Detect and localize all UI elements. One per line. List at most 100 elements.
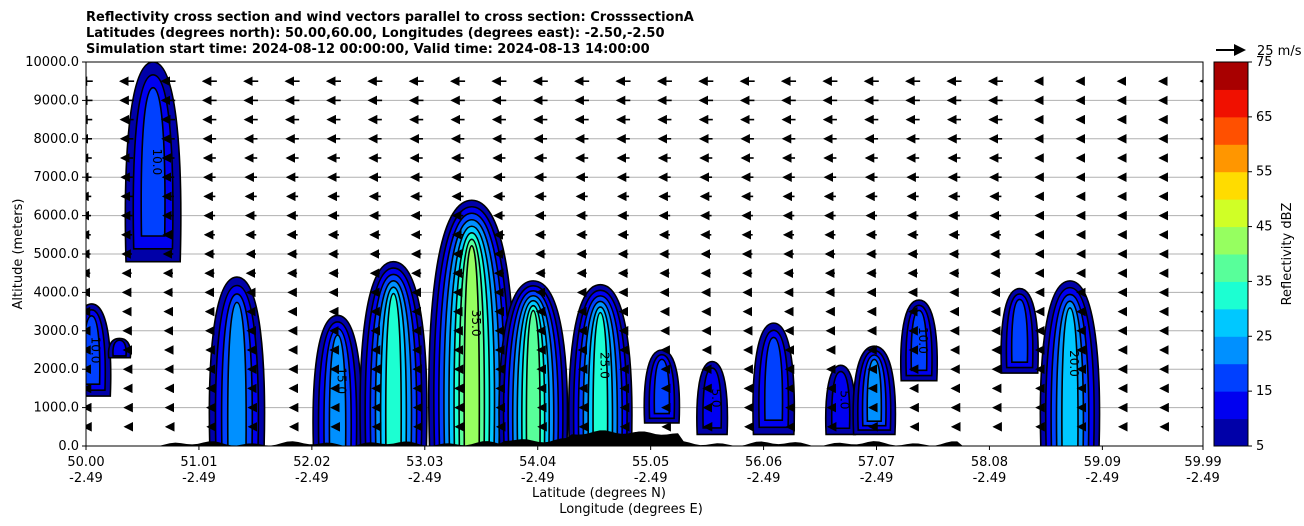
contour-level-10 — [112, 339, 127, 357]
colorbar-label: Reflectivity dBZ — [1280, 203, 1295, 306]
x-tick-label-lat: 53.03 — [406, 455, 443, 470]
x-tick-label-lat: 50.00 — [67, 455, 104, 470]
y-tick-label: 1000.0 — [34, 401, 80, 416]
y-tick-label: 0.0 — [58, 439, 79, 454]
x-tick-label-lon: -2.49 — [634, 471, 668, 486]
colorbar-segment — [1214, 62, 1248, 90]
colorbar-tick-label: 75 — [1256, 55, 1273, 70]
x-tick-label-lat: 54.04 — [519, 455, 556, 470]
x-tick-label-lon: -2.49 — [747, 471, 781, 486]
reflectivity-cell — [900, 299, 938, 382]
x-tick-label-lon: -2.49 — [521, 471, 555, 486]
reflectivity-cell — [852, 345, 897, 436]
colorbar-ticks: 5 15 25 35 45 55 65 75 — [1248, 55, 1273, 454]
y-tick-label: 2000.0 — [34, 362, 80, 377]
colorbar-segment — [1214, 89, 1248, 118]
x-tick-label-lat: 51.01 — [180, 455, 217, 470]
chart-title-line-2: Latitudes (degrees north): 50.00,60.00, … — [86, 26, 665, 41]
colorbar-segment — [1214, 308, 1248, 337]
x-tick-label-lat: 59.99 — [1184, 455, 1221, 470]
x-tick-label-lat: 52.02 — [293, 455, 330, 470]
x-tick-label-lat: 55.05 — [632, 455, 669, 470]
reflectivity-cell — [1000, 287, 1039, 374]
contour-level-15 — [910, 309, 928, 372]
y-tick-label: 7000.0 — [34, 170, 80, 185]
y-tick-label: 8000.0 — [34, 132, 80, 147]
x-tick-label-lat: 56.06 — [745, 455, 782, 470]
contour-label: 15.0 — [335, 367, 349, 394]
colorbar-tick-label: 5 — [1256, 439, 1264, 454]
wind-legend-label: 25 m/s — [1257, 44, 1302, 59]
colorbar-segment — [1214, 226, 1248, 255]
x-tick-label-lon: -2.49 — [182, 471, 216, 486]
colorbar-segment — [1214, 391, 1248, 420]
chart-title-line-1: Reflectivity cross section and wind vect… — [86, 10, 694, 25]
contour-label: 10.0 — [150, 148, 164, 175]
terrain-profile — [86, 430, 1203, 446]
y-tick-label: 3000.0 — [34, 324, 80, 339]
colorbar-frame — [1213, 61, 1249, 447]
x-tick-label-lon: -2.49 — [1086, 471, 1120, 486]
contour-level-35 — [525, 309, 541, 446]
contour-level-20 — [226, 301, 247, 446]
contour-labels: 10.0 10.0 15.0 35.0 25.0 5.0 5.0 10.0 20.0 — [89, 148, 1081, 409]
y-tick-label: 6000.0 — [34, 209, 80, 224]
contour-label: 25.0 — [597, 352, 611, 379]
contour-level-15 — [764, 336, 784, 421]
contour-label: 10.0 — [89, 337, 103, 364]
wind-vectors — [86, 76, 1203, 432]
reflectivity-cell — [567, 283, 633, 446]
colorbar-tick-label: 35 — [1256, 274, 1273, 289]
x-tick-label-lon: -2.49 — [408, 471, 442, 486]
colorbar-segment — [1214, 144, 1248, 173]
contour-level-20 — [328, 334, 347, 446]
colorbar-tick-label: 55 — [1256, 165, 1273, 180]
contour-level-30 — [592, 311, 609, 446]
x-tick-label-lat: 59.09 — [1084, 455, 1121, 470]
reflectivity-cell — [824, 364, 857, 436]
colorbar-segment — [1214, 199, 1248, 228]
x-tick-label-lon: -2.49 — [295, 471, 329, 486]
reflectivity-cell — [208, 276, 266, 446]
contour-label: 10.0 — [916, 327, 930, 354]
reflectivity-cell — [107, 337, 132, 359]
colorbar-segment — [1214, 254, 1248, 282]
y-axis-label: Altitude (meters) — [11, 199, 26, 310]
x-axis-label-longitude: Longitude (degrees E) — [559, 502, 703, 517]
contour-level-15 — [140, 86, 166, 237]
plot-area: 10.0 10.0 15.0 35.0 25.0 5.0 5.0 10.0 20.0 — [85, 61, 1204, 447]
contour-level-15 — [653, 358, 671, 415]
reflectivity-cell — [696, 360, 729, 436]
x-tick-label-lon: -2.49 — [1186, 471, 1220, 486]
reflectivity-cell — [124, 62, 182, 263]
x-tick-label-lon: -2.49 — [69, 471, 103, 486]
contour-level-10 — [702, 367, 723, 429]
colorbar-segment — [1214, 418, 1248, 447]
colorbar-tick-label: 65 — [1256, 110, 1273, 125]
contour-label: 35.0 — [469, 310, 483, 337]
contour-level-25 — [1061, 307, 1079, 446]
contour-label: 5.0 — [838, 390, 852, 409]
y-axis: 0.0 1000.0 2000.0 3000.0 4000.0 5000.0 6000.0 7… — [25, 55, 86, 454]
x-tick-label-lon: -2.49 — [860, 471, 894, 486]
colorbar-tick-label: 25 — [1256, 329, 1273, 344]
y-tick-label: 9000.0 — [34, 93, 80, 108]
contour-level-15 — [1010, 298, 1029, 363]
contour-level-30 — [384, 292, 402, 446]
contour-label: 5.0 — [709, 388, 723, 407]
contour-label: 20.0 — [1067, 350, 1081, 377]
colorbar-tick-label: 45 — [1256, 220, 1273, 235]
wind-legend: 25 m/s — [1216, 44, 1302, 59]
reflectivity-cell — [752, 322, 796, 436]
x-tick-label-lon: -2.49 — [973, 471, 1007, 486]
colorbar-segment — [1214, 363, 1248, 392]
colorbar-segment — [1214, 171, 1248, 200]
chart-title-line-3: Simulation start time: 2024-08-12 00:00:… — [86, 42, 650, 57]
x-tick-label-lat: 57.07 — [858, 455, 895, 470]
colorbar-segment — [1214, 281, 1248, 310]
contour-level-10 — [830, 370, 851, 430]
x-axis: 50.00-2.4951.01-2.4952.02-2.4953.03-2.49… — [67, 446, 1222, 486]
x-tick-label-lat: 58.08 — [971, 455, 1008, 470]
terrain-fill — [86, 430, 1203, 446]
